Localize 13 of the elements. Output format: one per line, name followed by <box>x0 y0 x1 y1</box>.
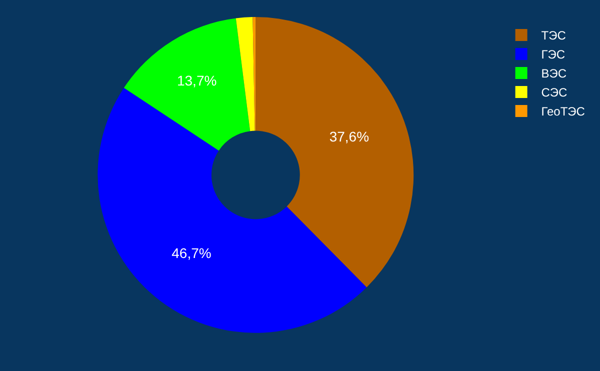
donut-slice <box>98 88 367 333</box>
legend-label: ВЭС <box>541 66 567 81</box>
donut-slice <box>252 17 256 131</box>
legend-label: ТЭС <box>541 28 566 43</box>
legend-label: ГеоТЭС <box>541 104 586 119</box>
donut-slice <box>124 18 250 151</box>
data-label: 37,6% <box>329 128 370 145</box>
data-label: 46,7% <box>172 245 212 262</box>
donut-slice <box>236 17 255 132</box>
legend-label: СЭС <box>541 86 568 100</box>
legend-label: ГЭС <box>541 48 566 62</box>
data-label: 13,7% <box>176 72 217 88</box>
donut-slice <box>256 17 414 288</box>
